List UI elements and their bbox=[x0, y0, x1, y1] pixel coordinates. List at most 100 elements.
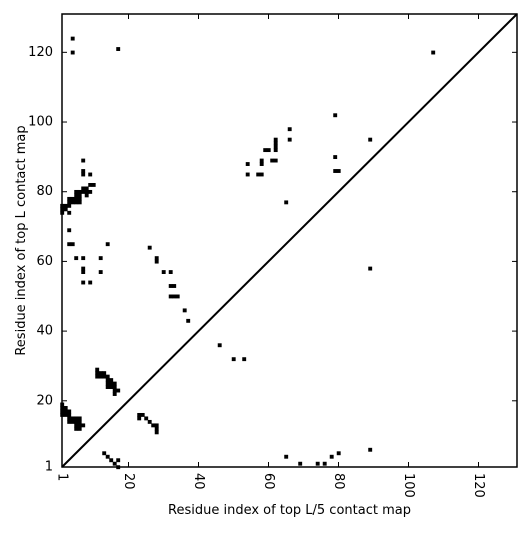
contact-point bbox=[102, 371, 107, 376]
contact-point bbox=[98, 371, 103, 376]
contact-point bbox=[273, 148, 278, 153]
contact-point bbox=[74, 193, 79, 198]
contact-point bbox=[67, 200, 72, 205]
contact-point bbox=[161, 270, 166, 274]
contact-point bbox=[67, 242, 72, 247]
contact-point bbox=[98, 256, 103, 261]
contact-point bbox=[77, 423, 82, 428]
contact-point bbox=[112, 385, 117, 389]
contact-point bbox=[70, 196, 75, 201]
y-tick-label: 120 bbox=[28, 45, 53, 60]
contact-point bbox=[105, 242, 110, 247]
contact-point bbox=[70, 419, 75, 424]
contact-point bbox=[63, 409, 68, 414]
contact-point bbox=[84, 186, 89, 191]
contact-point bbox=[67, 196, 72, 201]
contact-point bbox=[67, 412, 72, 417]
contact-point bbox=[315, 461, 320, 466]
contact-point bbox=[287, 137, 292, 142]
contact-point bbox=[84, 189, 89, 194]
contact-point bbox=[81, 169, 86, 173]
contact-point bbox=[368, 447, 373, 452]
contact-point bbox=[102, 374, 107, 379]
contact-point bbox=[266, 148, 271, 153]
y-tick-label: 80 bbox=[36, 184, 53, 199]
x-tick-label: 40 bbox=[191, 473, 206, 490]
contact-point bbox=[81, 256, 86, 261]
contact-point bbox=[74, 200, 79, 205]
contact-point bbox=[67, 419, 72, 424]
x-tick-label: 1 bbox=[55, 473, 70, 481]
contact-point bbox=[77, 196, 82, 201]
contact-point bbox=[284, 454, 289, 459]
contact-point bbox=[109, 381, 114, 386]
contact-point bbox=[112, 392, 117, 396]
contact-point bbox=[245, 162, 250, 166]
contact-point bbox=[368, 137, 373, 142]
contact-point bbox=[88, 172, 93, 177]
contact-point bbox=[186, 318, 191, 323]
y-axis-label: Residue index of top L contact map bbox=[14, 125, 29, 355]
contact-point bbox=[336, 451, 341, 456]
contact-point bbox=[81, 280, 86, 285]
contact-point bbox=[168, 294, 173, 299]
contact-point bbox=[182, 308, 187, 313]
contact-point bbox=[88, 280, 93, 285]
contact-point bbox=[154, 426, 159, 431]
contact-point bbox=[336, 169, 341, 173]
contact-point bbox=[88, 183, 93, 187]
contact-point bbox=[116, 388, 121, 393]
y-tick-label: 20 bbox=[36, 393, 53, 408]
contact-point bbox=[105, 385, 110, 389]
contact-point bbox=[270, 158, 275, 163]
contact-point bbox=[116, 47, 121, 51]
contact-point bbox=[63, 412, 68, 417]
contact-point bbox=[287, 127, 292, 132]
contact-points bbox=[60, 36, 436, 470]
contact-point bbox=[91, 183, 96, 187]
contact-point bbox=[74, 189, 79, 194]
contact-point bbox=[67, 416, 72, 421]
y-tick-label: 40 bbox=[36, 324, 53, 339]
contact-point bbox=[74, 416, 79, 421]
contact-point bbox=[77, 419, 82, 424]
contact-point bbox=[273, 144, 278, 149]
contact-point bbox=[77, 189, 82, 194]
contact-point bbox=[333, 169, 338, 173]
contact-point bbox=[154, 256, 159, 261]
contact-point bbox=[137, 412, 142, 417]
contact-point bbox=[231, 357, 236, 362]
contact-point bbox=[172, 284, 177, 288]
contact-point bbox=[105, 378, 110, 383]
contact-point bbox=[81, 266, 86, 271]
contact-point bbox=[95, 367, 100, 372]
contact-point bbox=[74, 419, 79, 424]
contact-point bbox=[109, 378, 114, 383]
contact-point bbox=[112, 388, 117, 393]
contact-point bbox=[154, 423, 159, 428]
contact-point bbox=[112, 381, 117, 386]
contact-point bbox=[63, 207, 68, 212]
contact-point bbox=[431, 50, 436, 55]
contact-point bbox=[259, 162, 264, 166]
y-tick-label: 100 bbox=[28, 115, 53, 130]
contact-point bbox=[74, 426, 79, 431]
contact-point bbox=[322, 461, 327, 466]
contact-point bbox=[333, 155, 338, 160]
y-tick-label: 60 bbox=[36, 254, 53, 269]
contact-point bbox=[147, 245, 152, 250]
contact-point bbox=[81, 158, 86, 163]
contact-point bbox=[105, 374, 110, 379]
contact-point bbox=[263, 148, 268, 153]
contact-point bbox=[273, 141, 278, 146]
x-axis-label: Residue index of top L/5 contact map bbox=[168, 503, 411, 518]
contact-point bbox=[368, 266, 373, 271]
contact-point bbox=[273, 158, 278, 163]
contact-point bbox=[67, 210, 72, 215]
contact-point bbox=[67, 228, 72, 233]
x-tick-label: 120 bbox=[471, 473, 486, 498]
contact-point bbox=[67, 203, 72, 208]
contact-point bbox=[74, 423, 79, 428]
contact-point bbox=[81, 270, 86, 274]
